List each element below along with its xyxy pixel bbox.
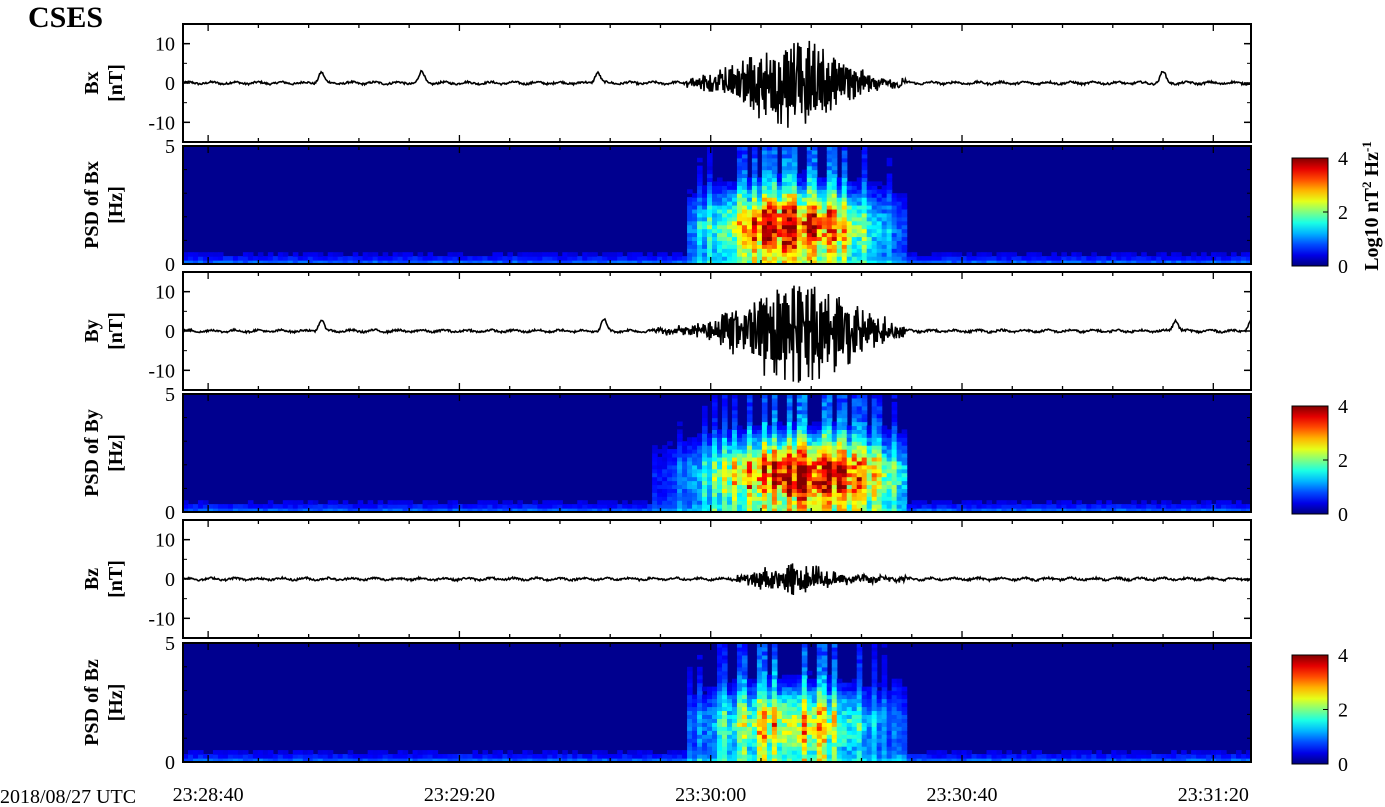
time-axis: 23:28:40 23:29:20 23:30:00 23:30:40 23:31:20 (173, 784, 1249, 806)
x-tick-label: 23:28:40 (173, 784, 244, 806)
series-line-by (182, 285, 1252, 383)
colorbar-tick-label: 2 (1338, 450, 1348, 472)
y-tick-label: -10 (148, 360, 175, 382)
colorbar-tick-label: 2 (1338, 700, 1348, 722)
panel-spectrogram-by: 0 5 PSD of By [Hz] (81, 384, 1252, 524)
y-axis-unit: [nT] (105, 312, 127, 350)
y-axis-unit: [Hz] (105, 434, 127, 472)
spectrogram-cells (183, 643, 1252, 763)
y-axis-unit: [Hz] (105, 684, 127, 722)
y-tick-label: 0 (165, 73, 175, 95)
axes-frame (182, 642, 1252, 763)
colorbar-gradient (1291, 654, 1329, 765)
y-tick-label: 10 (155, 34, 175, 56)
y-tick-label: -10 (148, 112, 175, 134)
y-axis-unit: [nT] (105, 560, 127, 598)
colorbar-label: Log10 nT2 Hz-1 (1359, 141, 1384, 271)
y-axis-unit: [nT] (105, 64, 127, 102)
y-axis-label: By (81, 319, 103, 342)
colorbars-group: 0 2 4 Log10 nT2 Hz-1 0 2 4 0 2 4 (1291, 141, 1384, 776)
spectrogram-cells (183, 146, 1252, 265)
y-tick-label: 5 (165, 633, 175, 655)
figure-title: CSES (28, 1, 103, 34)
colorbar-tick-label: 0 (1338, 504, 1348, 526)
axes-frame (182, 145, 1252, 265)
y-axis-label: Bx (81, 71, 103, 94)
x-tick-label: 23:30:00 (675, 784, 746, 806)
x-tick-label: 23:29:20 (424, 784, 495, 806)
series-line-bz (182, 563, 1252, 596)
y-tick-label: 0 (165, 321, 175, 343)
colorbar-tick-label: 0 (1338, 754, 1348, 776)
panel-line-bz: -10 0 10 Bz [nT] (81, 519, 1252, 639)
spectrogram-cells (183, 394, 1252, 513)
colorbar-tick-label: 4 (1338, 396, 1348, 418)
colorbar-bx: 0 2 4 Log10 nT2 Hz-1 (1291, 141, 1384, 278)
y-axis-unit: [Hz] (105, 186, 127, 224)
series-line-bx (182, 40, 1252, 128)
y-tick-label: 10 (155, 282, 175, 304)
colorbar-tick-label: 2 (1338, 202, 1348, 224)
axes-frame (182, 393, 1252, 513)
colorbar-tick-label: 0 (1338, 256, 1348, 278)
y-tick-label: 0 (165, 254, 175, 276)
y-tick-label: 0 (165, 502, 175, 524)
y-axis-label: Bz (81, 568, 103, 590)
y-tick-label: 10 (155, 530, 175, 552)
y-axis-label: PSD of Bx (81, 161, 103, 249)
panel-line-bx: -10 0 10 Bx [nT] (81, 23, 1252, 143)
y-tick-label: 5 (165, 136, 175, 158)
panel-spectrogram-bz: 0 5 PSD of Bz [Hz] (81, 633, 1252, 774)
y-axis-label: PSD of By (81, 409, 103, 497)
colorbar-by: 0 2 4 (1291, 396, 1348, 526)
panel-line-by: -10 0 10 By [nT] (81, 271, 1252, 391)
x-tick-label: 23:31:20 (1178, 784, 1249, 806)
colorbar-bz: 0 2 4 (1291, 645, 1348, 776)
date-label: 2018/08/27 UTC (0, 786, 136, 807)
colorbar-tick-label: 4 (1338, 148, 1348, 170)
y-tick-label: -10 (148, 608, 175, 630)
y-tick-label: 0 (165, 752, 175, 774)
x-tick-label: 23:30:40 (926, 784, 997, 806)
panel-spectrogram-bx: 0 5 PSD of Bx [Hz] (81, 136, 1252, 276)
colorbar-gradient (1291, 157, 1329, 267)
colorbar-tick-label: 4 (1338, 645, 1348, 667)
y-tick-label: 0 (165, 569, 175, 591)
colorbar-gradient (1291, 405, 1329, 515)
y-tick-label: 5 (165, 384, 175, 406)
y-axis-label: PSD of Bz (81, 659, 103, 746)
